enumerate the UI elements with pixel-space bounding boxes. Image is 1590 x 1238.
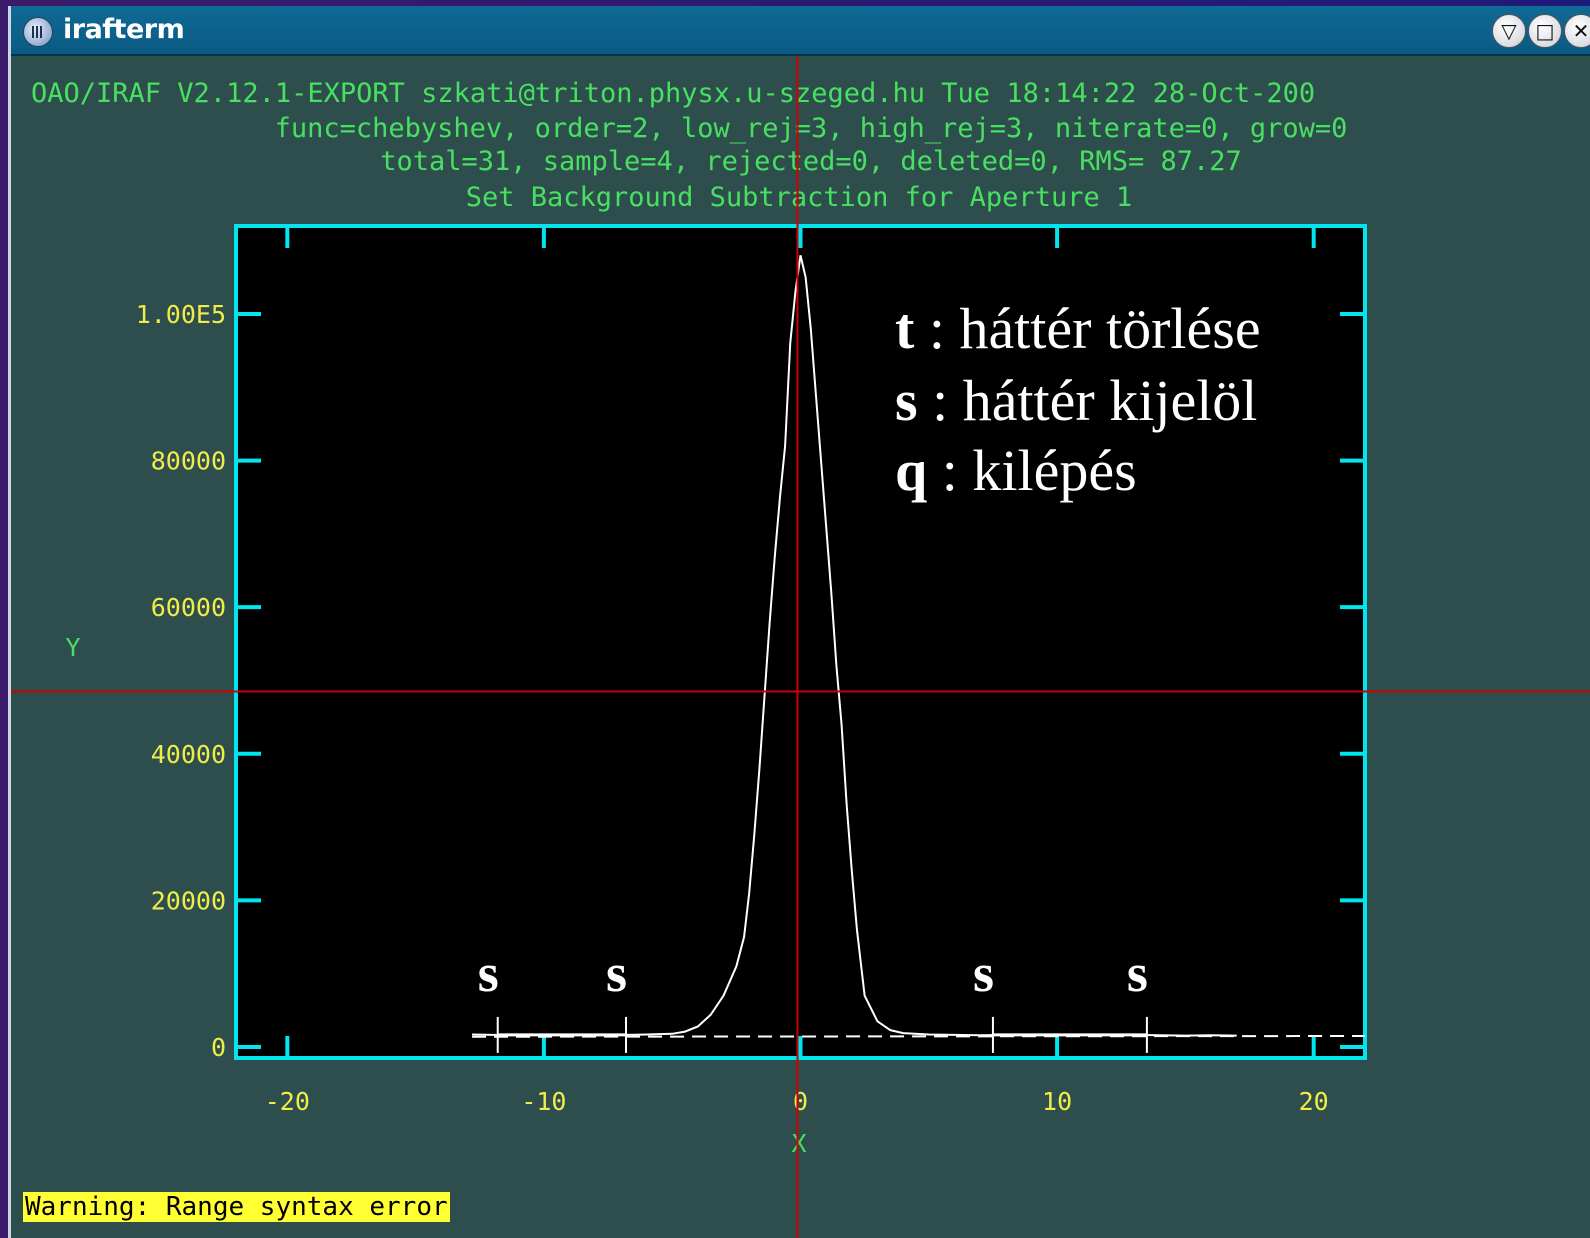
legend-text-t: : háttér törlése xyxy=(914,296,1260,361)
y-tick-label: 0 xyxy=(211,1033,226,1062)
y-tick-label: 60000 xyxy=(151,593,226,622)
plot-area[interactable]: OAO/IRAF V2.12.1-EXPORT szkati@triton.ph… xyxy=(11,56,1590,1238)
background-fit-line xyxy=(472,1035,1366,1038)
status-warning: Warning: Range syntax error xyxy=(23,1192,450,1222)
sample-regions[interactable] xyxy=(496,1016,1148,1053)
window-title: irafterm xyxy=(63,14,185,45)
x-tick-label: -20 xyxy=(265,1087,310,1116)
legend-text-s: : háttér kijelöl xyxy=(918,368,1258,433)
header-line-2: func=chebyshev, order=2, low_rej=3, high… xyxy=(275,113,1348,144)
legend-s: s : háttér kijelöl xyxy=(895,368,1257,433)
plot-frame xyxy=(234,224,1367,1060)
legend-key-t: t xyxy=(895,296,915,361)
axis-tick-labels: -20 -10 0 10 20 0 20000 40000 60000 80000 1.00E5 xyxy=(136,300,1329,1116)
y-tick-label: 40000 xyxy=(151,740,226,769)
y-axis-label: Y xyxy=(65,633,80,662)
header-line-1: OAO/IRAF V2.12.1-EXPORT szkati@triton.ph… xyxy=(31,78,1315,109)
window-controls: ▽ □ ✕ xyxy=(1492,14,1590,48)
legend-key-q: q xyxy=(895,438,927,503)
x-tick-label: 10 xyxy=(1042,1087,1072,1116)
y-tick-label: 1.00E5 xyxy=(136,300,226,329)
app-menu-icon[interactable] xyxy=(23,17,53,47)
header-line-3: total=31, sample=4, rejected=0, deleted=… xyxy=(380,146,1242,177)
header-line-4: Set Background Subtraction for Aperture … xyxy=(466,182,1132,213)
legend: t : háttér törlése s : háttér kijelöl q … xyxy=(895,296,1261,503)
x-tick-label: -10 xyxy=(521,1087,566,1116)
legend-text-q: : kilépés xyxy=(927,438,1136,503)
maximize-icon[interactable]: □ xyxy=(1528,14,1562,48)
legend-key-s: s xyxy=(895,368,918,433)
sample-marker-label: s xyxy=(478,943,499,1003)
sample-marker-label: s xyxy=(1127,943,1148,1003)
irafterm-window: irafterm ▽ □ ✕ OAO/IRAF V2.12.1-EXPORT s… xyxy=(8,6,1590,1238)
x-axis-label: X xyxy=(791,1129,806,1158)
legend-t: t : háttér törlése xyxy=(895,296,1261,361)
legend-q: q : kilépés xyxy=(895,438,1137,503)
minimize-icon[interactable]: ▽ xyxy=(1492,14,1526,48)
sample-marker-label: s xyxy=(606,943,627,1003)
axis-ticks xyxy=(236,226,1365,1058)
x-tick-label: 0 xyxy=(793,1087,808,1116)
y-tick-label: 20000 xyxy=(151,886,226,915)
close-icon[interactable]: ✕ xyxy=(1564,14,1590,48)
title-bar[interactable]: irafterm ▽ □ ✕ xyxy=(11,6,1590,56)
x-tick-label: 20 xyxy=(1299,1087,1329,1116)
sample-marker-label: s xyxy=(973,943,994,1003)
y-tick-label: 80000 xyxy=(151,447,226,476)
